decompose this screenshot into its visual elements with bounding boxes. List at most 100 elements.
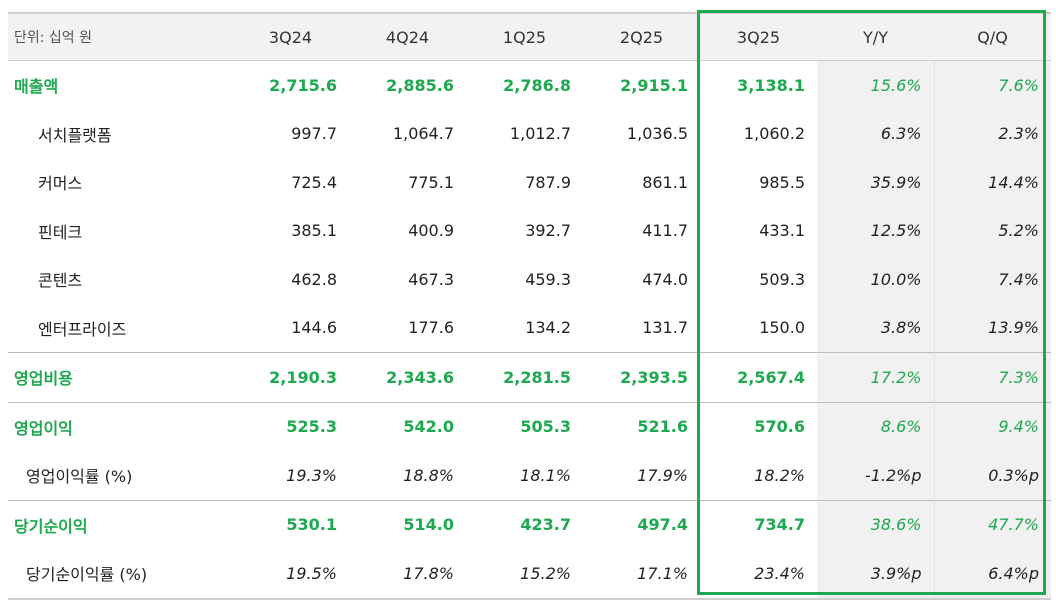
row-label: 영업이익률 (%) <box>26 467 133 487</box>
yy-cell: 38.6% <box>817 499 934 549</box>
table-cell: 2,885.6 <box>386 75 454 95</box>
yy-cell: 8.6% <box>817 401 934 451</box>
qq-cell: 2.3% <box>933 109 1051 158</box>
yy-cell: 3.9%p <box>817 549 934 600</box>
table-cell: 15.2% <box>466 549 583 600</box>
table-cell: 1,012.7 <box>509 124 571 144</box>
table-cell: 131.7 <box>642 318 688 338</box>
table-cell: 400.9 <box>408 221 454 241</box>
table-cell: 2,715.6 <box>269 75 337 95</box>
row-label: 서치플랫폼 <box>38 125 112 145</box>
yy-cell: 6.3% <box>817 109 934 158</box>
col-header-3q25: 3Q25 <box>700 12 817 61</box>
col-header-qq: Q/Q <box>934 12 1051 61</box>
row-label: 콘텐츠 <box>38 271 83 291</box>
table-cell: 474.0 <box>642 269 688 289</box>
table-cell: 18.1% <box>520 465 571 485</box>
table-cell: 2,281.5 <box>466 352 583 402</box>
table-cell: 433.1 <box>759 221 805 241</box>
qq-cell: 14.4% <box>933 158 1051 207</box>
yy-cell: 15.6% <box>817 60 934 110</box>
table-cell: 423.7 <box>466 499 583 549</box>
table-cell: 2,190.3 <box>232 352 349 402</box>
table-cell: 530.1 <box>232 499 349 549</box>
table-cell: 775.1 <box>408 172 454 192</box>
unit-label: 단위: 십억 원 <box>8 12 232 61</box>
table-cell: 509.3 <box>759 269 805 289</box>
qq-cell: 9.4% <box>933 401 1051 451</box>
yy-cell: 3.8% <box>817 303 934 353</box>
table-row: 매출액 2,715.6 2,885.6 2,786.8 2,915.1 3,13… <box>8 60 1051 110</box>
row-label: 엔터프라이즈 <box>38 319 127 339</box>
table-cell: 725.4 <box>291 172 337 192</box>
table-cell: 2,343.6 <box>349 352 466 402</box>
table-row: 영업이익 525.3 542.0 505.3 521.6 570.6 8.6% … <box>8 401 1051 451</box>
qq-cell: 7.3% <box>933 352 1051 402</box>
table-row: 엔터프라이즈 144.6 177.6 134.2 131.7 150.0 3.8… <box>8 303 1051 353</box>
table-cell: 392.7 <box>525 221 571 241</box>
row-label: 핀테크 <box>38 222 83 242</box>
qq-cell: 7.6% <box>933 60 1051 110</box>
table-cell: 2,786.8 <box>503 75 571 95</box>
table-cell: 150.0 <box>759 318 805 338</box>
table-cell: 2,567.4 <box>700 352 817 402</box>
table-cell: 23.4% <box>700 549 817 600</box>
col-header-yy: Y/Y <box>817 12 934 61</box>
row-label: 영업비용 <box>8 352 232 402</box>
table-row: 커머스 725.4 775.1 787.9 861.1 985.5 35.9% … <box>8 158 1051 207</box>
yy-cell: 17.2% <box>817 352 934 402</box>
header-row: 단위: 십억 원 3Q24 4Q24 1Q25 2Q25 3Q25 Y/Y Q/… <box>8 12 1051 61</box>
yy-cell: 12.5% <box>817 206 934 255</box>
yy-cell: -1.2%p <box>817 451 934 500</box>
table-cell: 2,393.5 <box>583 352 700 402</box>
table-cell: 1,064.7 <box>392 124 454 144</box>
col-header-1q25: 1Q25 <box>466 12 583 61</box>
table-cell: 505.3 <box>466 401 583 451</box>
row-label: 당기순이익 <box>8 499 232 549</box>
yy-cell: 35.9% <box>817 158 934 207</box>
table-row: 핀테크 385.1 400.9 392.7 411.7 433.1 12.5% … <box>8 206 1051 255</box>
table-cell: 1,060.2 <box>743 124 805 144</box>
financial-summary-table: 단위: 십억 원 3Q24 4Q24 1Q25 2Q25 3Q25 Y/Y Q/… <box>8 12 1051 600</box>
table-cell: 411.7 <box>642 221 688 241</box>
row-label: 당기순이익률 (%) <box>8 549 232 600</box>
table-cell: 2,915.1 <box>620 75 688 95</box>
table-cell: 542.0 <box>349 401 466 451</box>
table-cell: 997.7 <box>291 124 337 144</box>
table-cell: 18.8% <box>403 465 454 485</box>
row-label: 매출액 <box>14 77 59 97</box>
col-header-2q25: 2Q25 <box>583 12 700 61</box>
qq-cell: 13.9% <box>933 303 1051 353</box>
table-cell: 134.2 <box>525 318 571 338</box>
table-cell: 467.3 <box>408 269 454 289</box>
table-cell: 734.7 <box>700 499 817 549</box>
table-cell: 17.1% <box>583 549 700 600</box>
table-cell: 18.2% <box>754 465 805 485</box>
col-header-4q24: 4Q24 <box>349 12 466 61</box>
table-cell: 462.8 <box>291 269 337 289</box>
table-cell: 787.9 <box>525 172 571 192</box>
table-cell: 985.5 <box>759 172 805 192</box>
table-cell: 144.6 <box>291 318 337 338</box>
table-cell: 19.3% <box>286 465 337 485</box>
table-cell: 861.1 <box>642 172 688 192</box>
row-label: 영업이익 <box>8 401 232 451</box>
qq-cell: 47.7% <box>933 499 1051 549</box>
table-cell: 497.4 <box>583 499 700 549</box>
table-row: 콘텐츠 462.8 467.3 459.3 474.0 509.3 10.0% … <box>8 255 1051 304</box>
table-cell: 17.9% <box>637 465 688 485</box>
col-header-3q24: 3Q24 <box>232 12 349 61</box>
table-cell: 177.6 <box>408 318 454 338</box>
row-label: 커머스 <box>38 174 83 194</box>
table-row: 당기순이익률 (%) 19.5% 17.8% 15.2% 17.1% 23.4%… <box>8 549 1051 600</box>
table-cell: 514.0 <box>349 499 466 549</box>
table-cell: 570.6 <box>700 401 817 451</box>
yy-cell: 10.0% <box>817 255 934 304</box>
table-cell: 1,036.5 <box>626 124 688 144</box>
table-cell: 19.5% <box>232 549 349 600</box>
table-row: 서치플랫폼 997.7 1,064.7 1,012.7 1,036.5 1,06… <box>8 109 1051 158</box>
qq-cell: 6.4%p <box>933 549 1051 600</box>
table-row: 영업비용 2,190.3 2,343.6 2,281.5 2,393.5 2,5… <box>8 352 1051 402</box>
qq-cell: 5.2% <box>933 206 1051 255</box>
table-cell: 385.1 <box>291 221 337 241</box>
